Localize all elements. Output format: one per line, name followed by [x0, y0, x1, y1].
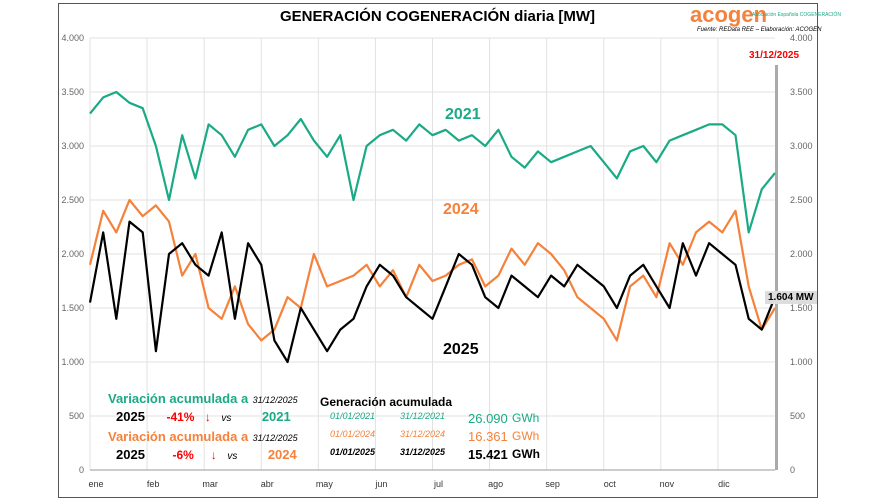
cumulative-to: 31/12/2021: [400, 411, 446, 421]
x-tick-label: ene: [88, 479, 103, 489]
variation-pct: -41%: [166, 410, 195, 424]
variation-title: Variación acumulada a: [108, 391, 249, 406]
y-tick-label-right: 2.500: [790, 195, 813, 205]
x-tick-label: feb: [147, 479, 160, 489]
cumulative-unit: GWh: [512, 429, 540, 443]
variation-date: 31/12/2025: [252, 433, 298, 443]
y-tick-label-left: 1.000: [61, 357, 84, 367]
cumulative-value: 15.421: [468, 447, 508, 462]
x-tick-label: nov: [660, 479, 675, 489]
y-tick-label-right: 4.000: [790, 33, 813, 43]
variation-title: Variación acumulada a: [108, 429, 249, 444]
x-tick-label: may: [316, 479, 334, 489]
x-tick-label: sep: [545, 479, 560, 489]
cumulative-unit: GWh: [512, 447, 540, 461]
cumulative-to: 31/12/2024: [400, 429, 446, 439]
x-tick-label: jun: [374, 479, 387, 489]
x-tick-label: abr: [261, 479, 274, 489]
chart-title: GENERACIÓN COGENERACIÓN diaria [MW]: [279, 8, 595, 25]
y-tick-label-right: 1.000: [790, 357, 813, 367]
y-tick-label-left: 500: [69, 411, 84, 421]
series-line-2025: [88, 220, 777, 364]
variation-date: 31/12/2025: [252, 395, 298, 405]
variation-year: 2025: [116, 447, 145, 462]
series-label-2021: 2021: [445, 106, 481, 123]
y-tick-label-right: 1.500: [790, 303, 813, 313]
series-line-2024: [88, 198, 776, 342]
cumulative-to: 31/12/2025: [400, 447, 446, 457]
y-tick-label-right: 0: [790, 465, 795, 475]
vs-label: vs: [221, 413, 232, 424]
variation-year: 2025: [116, 409, 145, 424]
series-line-2021: [89, 90, 776, 234]
y-tick-label-left: 1.500: [61, 303, 84, 313]
y-tick-label-right: 3.500: [790, 87, 813, 97]
vs-label: vs: [227, 451, 238, 462]
y-tick-label-left: 3.000: [61, 141, 84, 151]
y-tick-label-right: 3.000: [790, 141, 813, 151]
series-label-2024: 2024: [443, 201, 479, 218]
y-tick-label-left: 2.500: [61, 195, 84, 205]
x-tick-label: ago: [488, 479, 503, 489]
date-marker-bar: [775, 65, 778, 470]
y-tick-label-left: 4.000: [61, 33, 84, 43]
y-tick-label-left: 2.000: [61, 249, 84, 259]
cumulative-from: 01/01/2021: [330, 411, 376, 421]
arrow-down-icon: ↓: [204, 410, 211, 424]
logo: acogen: [690, 2, 768, 27]
series-label-2025: 2025: [443, 341, 479, 358]
last-value-label: 1.604 MW: [765, 291, 817, 304]
cumulative-value: 16.361: [468, 429, 508, 444]
x-tick-label: jul: [433, 479, 443, 489]
y-tick-label-right: 500: [790, 411, 805, 421]
variation-2021: Variación acumulada a 31/12/2025 2025 -4…: [108, 390, 298, 426]
cumulative-title: Generación acumulada: [320, 395, 453, 409]
arrow-down-icon: ↓: [210, 448, 217, 462]
cumulative-from: 01/01/2024: [330, 429, 376, 439]
cumulative-unit: GWh: [512, 411, 540, 425]
y-tick-label-right: 2.000: [790, 249, 813, 259]
x-tick-label: dic: [718, 479, 730, 489]
variation-pct: -6%: [172, 448, 194, 462]
y-tick-label-left: 0: [79, 465, 84, 475]
cumulative-value: 26.090: [468, 411, 508, 426]
x-tick-label: mar: [202, 479, 218, 489]
y-tick-label-left: 3.500: [61, 87, 84, 97]
x-tick-label: oct: [604, 479, 617, 489]
date-marker: 31/12/2025: [749, 50, 800, 61]
logo-tagline: Asociación Española COGENERACIÓN: [752, 12, 841, 18]
variation-ref: 2024: [267, 447, 297, 462]
cumulative-from: 01/01/2025: [330, 447, 376, 457]
variation-ref: 2021: [261, 409, 291, 424]
source-note: Fuente: REData REE – Elaboración: ACOGEN: [697, 27, 822, 33]
variation-2024: Variación acumulada a 31/12/2025 2025 -6…: [108, 428, 298, 464]
